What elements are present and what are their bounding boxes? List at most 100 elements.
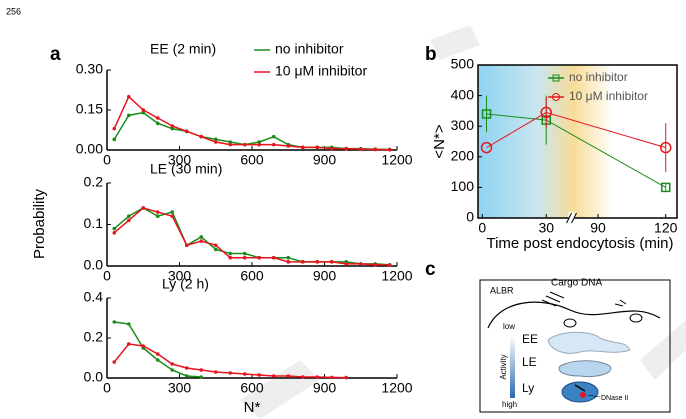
axis-break [566,212,577,224]
y-tick-label: 0.30 [76,61,103,77]
x-tick-label: 1200 [381,152,412,168]
data-point [184,129,189,134]
y-tick-label: 0.4 [84,289,104,305]
data-point [344,375,349,380]
legend-marker [552,93,560,101]
diagram-label: LE [522,355,537,369]
panel-label: b [425,44,437,65]
data-point [213,370,218,374]
x-tick-label: 0 [478,220,486,236]
legend-label: no inhibitor [569,70,628,84]
data-point [271,255,276,260]
data-point [141,108,146,112]
data-point [329,146,334,151]
data-point [271,374,276,378]
data-point [199,134,204,139]
y-tick-label: 200 [451,148,475,164]
data-point [387,263,392,267]
data-point [199,235,204,239]
y-tick-label: 400 [451,86,475,102]
y-tick-label: 0.2 [84,329,104,345]
data-point [126,218,131,223]
diagram-label: high [502,400,517,409]
data-point [199,375,204,379]
data-point [141,344,146,348]
data-point [257,142,262,147]
x-tick-label: 0 [103,380,111,396]
y-tick-label: 0.0 [84,257,104,273]
diagram-label: DNase II [601,395,628,402]
x-tick-label: 900 [313,268,337,284]
data-point [155,358,160,362]
x-tick-label: 600 [240,380,264,396]
data-point [242,142,247,147]
data-point [155,116,160,120]
subtitle: LE (30 min) [150,161,222,177]
x-tick-label: 120 [654,220,678,236]
data-point [271,142,276,147]
data-point [540,106,552,119]
series-line [113,95,390,151]
data-point [126,94,131,99]
y-tick-label: 0.00 [76,141,103,157]
data-point [170,368,175,372]
data-point [112,126,117,131]
data-point [112,320,117,324]
data-point [184,243,189,248]
axis-break [568,212,575,224]
data-point [112,360,117,364]
data-point [242,255,247,260]
data-point [481,109,492,119]
data-point [112,226,117,231]
legend-label: no inhibitor [275,41,344,57]
data-point [242,372,247,376]
data-point [315,145,320,150]
data-point [286,374,291,378]
data-point [358,147,363,151]
data-point [170,126,175,131]
plot-background [478,65,677,218]
y-tick-label: 0.2 [84,174,104,190]
y-axis-label: <N*> [431,124,448,158]
data-point [213,137,218,142]
series-line [113,207,390,266]
legend-marker [552,74,560,82]
subtitle: Ly (2 h) [162,276,209,292]
data-point [112,137,117,142]
panel-label: c [425,259,436,280]
x-axis-label: N* [244,399,261,416]
subtitle: EE (2 min) [150,41,216,57]
data-point [228,255,233,260]
y-tick-label: 0.1 [84,215,104,231]
data-point [271,134,276,139]
data-point [170,124,175,128]
data-point [112,231,117,235]
x-tick-label: 600 [240,268,264,284]
data-point [344,262,349,266]
data-point [126,113,131,118]
y-tick-label: 500 [451,56,475,72]
data-point [141,206,146,210]
data-point [228,142,233,147]
data-point [358,262,363,266]
diagram-label: ALBR [490,285,514,295]
legend-label: 10 μM inhibitor [275,63,367,79]
data-point [257,140,262,144]
data-point [126,322,131,326]
data-point [660,182,671,193]
x-tick-label: 1200 [381,268,412,284]
diagram-label: EE [522,332,538,346]
data-point [126,214,131,218]
data-point [155,352,160,356]
data-point [155,210,160,214]
data-point [373,147,378,152]
x-tick-label: 0 [103,152,111,168]
y-axis-label: Probability [31,188,48,259]
data-point [170,214,175,218]
data-point [199,239,204,243]
data-point [213,243,218,248]
diagram-label: Ly [522,381,534,395]
diagram-label: Cargo DNA [551,278,602,289]
data-point [170,210,175,214]
data-point [300,145,305,150]
